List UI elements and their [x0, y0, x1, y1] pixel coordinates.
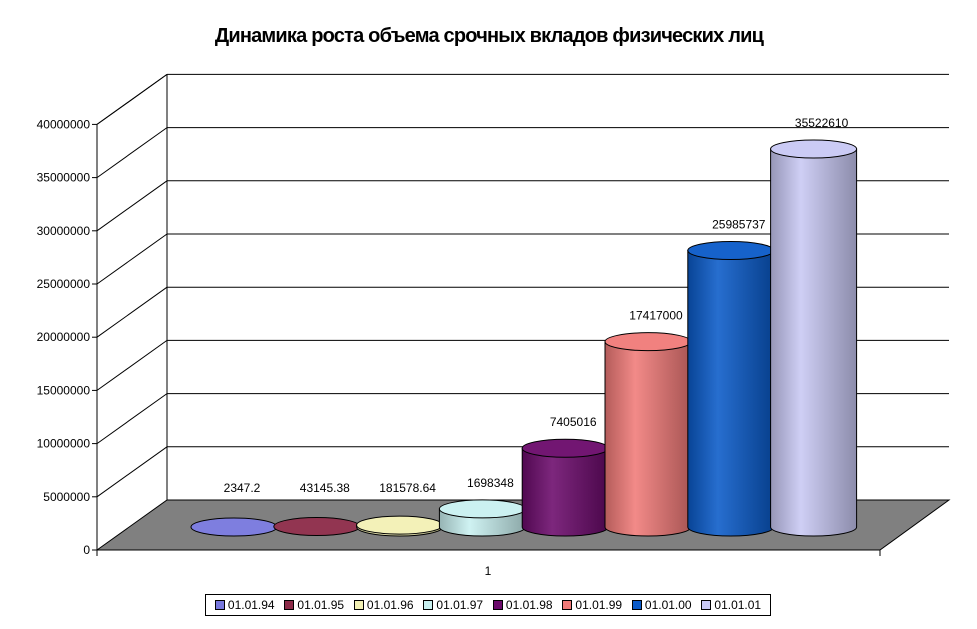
y-tick-label: 25000000	[37, 277, 91, 291]
data-label: 7405016	[550, 415, 597, 429]
gridline-side	[96, 180, 168, 232]
gridline-side	[96, 446, 168, 498]
gridline-side	[96, 393, 168, 445]
y-tick-label: 30000000	[37, 224, 91, 238]
y-tick-label: 5000000	[43, 490, 90, 504]
bar-top	[438, 499, 526, 519]
legend-item: 01.01.94	[214, 598, 275, 612]
legend-label: 01.01.94	[227, 598, 275, 612]
bar-body	[604, 341, 692, 537]
bar-body	[521, 447, 609, 537]
legend-swatch	[492, 600, 503, 610]
bar-01.01.97	[438, 499, 526, 537]
legend-label: 01.01.97	[436, 598, 484, 612]
bar-top	[604, 332, 692, 352]
legend-item: 01.01.98	[492, 598, 553, 612]
legend: 01.01.94 01.01.95 01.01.96 01.01.97 01.01.98…	[205, 594, 771, 616]
data-label: 43145.38	[300, 481, 350, 495]
bar-top	[770, 139, 858, 159]
bar-body	[687, 250, 775, 537]
bar-01.01.99	[604, 332, 692, 537]
legend-swatch	[701, 600, 712, 610]
x-category-label: 1	[485, 564, 492, 578]
legend-swatch	[353, 600, 364, 610]
y-tick-label: 0	[83, 543, 90, 557]
data-labels: 2347.2 43145.38 181578.64 1698348 7405016 174…	[224, 116, 849, 495]
bar-01.01.01	[770, 139, 858, 537]
gridline-side	[96, 233, 168, 285]
y-tick-label: 35000000	[37, 171, 91, 185]
bar-top	[190, 517, 278, 537]
legend-item: 01.01.99	[562, 598, 622, 612]
legend-label: 01.01.95	[297, 598, 345, 612]
legend-label: 01.01.99	[575, 598, 623, 612]
data-label: 2347.2	[224, 481, 261, 495]
data-label: 1698348	[467, 476, 514, 490]
chart-title: Динамика роста объема срочных вкладов фи…	[215, 25, 765, 47]
legend-item: 01.01.95	[284, 598, 344, 612]
legend-label: 01.01.96	[366, 598, 414, 612]
bar-01.01.94	[190, 517, 278, 537]
y-tick-label: 15000000	[37, 383, 91, 397]
legend-swatch	[631, 600, 642, 610]
data-label: 25985737	[712, 218, 766, 232]
legend-label: 01.01.00	[644, 598, 692, 612]
bar-top	[687, 241, 775, 261]
gridline-side	[96, 127, 168, 179]
bar-01.01.98	[521, 438, 609, 537]
x-axis: 1	[96, 549, 881, 578]
legend-swatch	[214, 600, 225, 610]
bars	[190, 139, 858, 537]
legend-item: 01.01.01	[701, 598, 761, 612]
legend-item: 01.01.97	[423, 598, 483, 612]
bar-01.01.95	[273, 517, 361, 537]
bar-01.01.96	[356, 515, 444, 537]
y-axis-ticks: 0 5000000 10000000 15000000 20000000 25000000…	[37, 117, 97, 557]
gridline-side	[96, 73, 168, 125]
data-label: 17417000	[629, 309, 683, 323]
y-tick-label: 40000000	[37, 117, 91, 131]
legend-label: 01.01.98	[505, 598, 553, 612]
legend-item: 01.01.96	[353, 598, 414, 612]
y-tick-label: 20000000	[37, 330, 91, 344]
bar-body	[770, 148, 858, 537]
legend-item: 01.01.00	[631, 598, 692, 612]
legend-swatch	[423, 600, 434, 610]
bar-top	[356, 515, 444, 535]
legend-label: 01.01.01	[714, 598, 762, 612]
data-label: 181578.64	[379, 481, 436, 495]
bar-01.01.00	[687, 241, 775, 537]
bar-top	[521, 438, 609, 458]
bar-top	[273, 517, 361, 537]
legend-swatch	[562, 600, 573, 610]
gridline-side	[96, 286, 168, 338]
legend-swatch	[284, 600, 295, 610]
data-label: 35522610	[795, 116, 849, 130]
gridline-side	[96, 339, 168, 391]
y-tick-label: 10000000	[37, 437, 91, 451]
